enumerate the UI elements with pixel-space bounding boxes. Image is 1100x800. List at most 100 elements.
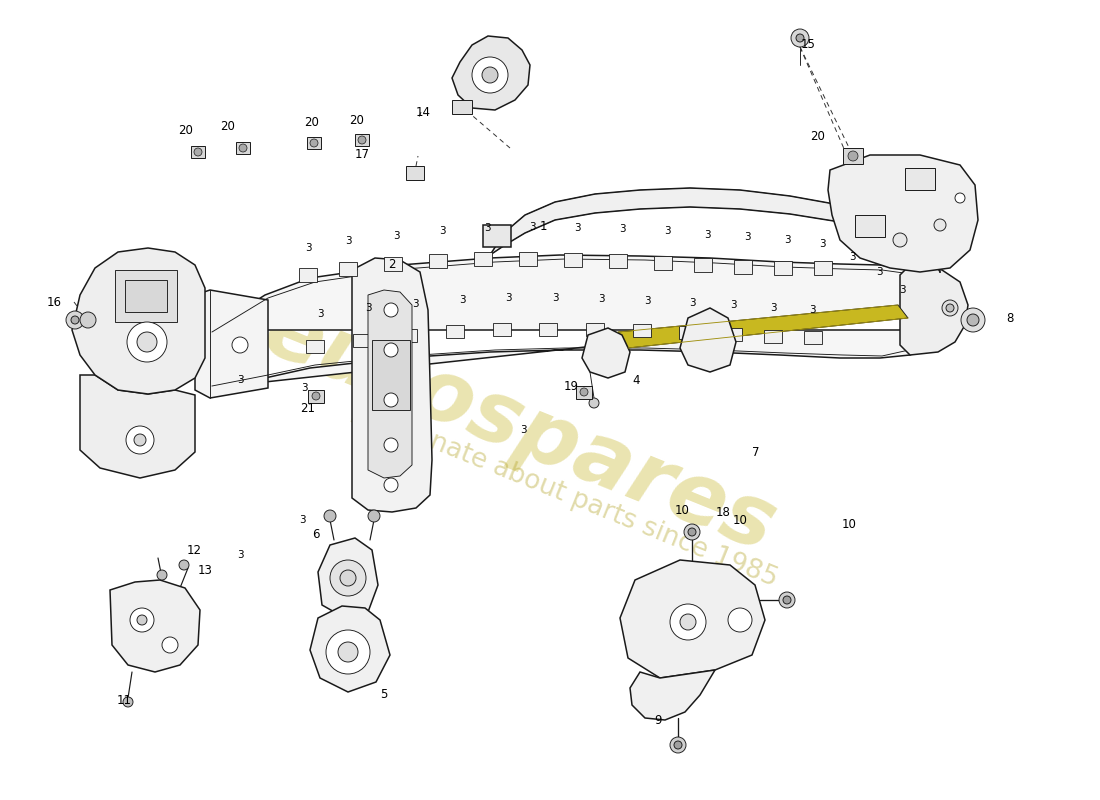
Bar [452, 100, 472, 114]
Text: 17: 17 [354, 149, 370, 162]
Bar [774, 261, 792, 275]
Text: passionate about parts since 1985: passionate about parts since 1985 [349, 398, 782, 593]
Text: 3: 3 [236, 375, 243, 385]
Circle shape [670, 737, 686, 753]
Bar [843, 148, 864, 164]
Circle shape [728, 608, 752, 632]
Text: 20: 20 [178, 123, 194, 137]
Bar [125, 280, 167, 312]
Polygon shape [452, 36, 530, 110]
Text: 3: 3 [552, 293, 559, 303]
Text: 3: 3 [439, 226, 446, 236]
Text: 3: 3 [393, 231, 399, 241]
Text: 3: 3 [484, 223, 491, 233]
Bar [609, 254, 627, 268]
Bar [299, 268, 317, 282]
Bar [236, 142, 250, 154]
Circle shape [946, 304, 954, 312]
Circle shape [796, 34, 804, 42]
Polygon shape [310, 606, 390, 692]
Text: 3: 3 [505, 293, 512, 303]
Bar [446, 325, 464, 338]
Circle shape [942, 300, 958, 316]
Bar [306, 340, 324, 353]
Bar [355, 134, 368, 146]
Bar [804, 331, 822, 344]
Polygon shape [680, 308, 736, 372]
Polygon shape [352, 258, 432, 512]
Circle shape [312, 392, 320, 400]
Circle shape [80, 312, 96, 328]
Circle shape [384, 478, 398, 492]
Text: 3: 3 [744, 232, 750, 242]
Text: 3: 3 [529, 222, 536, 232]
Circle shape [384, 343, 398, 357]
Bar [519, 252, 537, 266]
Bar [372, 340, 410, 410]
Text: 15: 15 [801, 38, 815, 51]
Circle shape [138, 332, 157, 352]
Bar [474, 252, 492, 266]
Polygon shape [618, 305, 908, 348]
Bar [399, 329, 417, 342]
Circle shape [670, 604, 706, 640]
Text: 10: 10 [674, 503, 690, 517]
Circle shape [783, 596, 791, 604]
Circle shape [126, 426, 154, 454]
Text: 4: 4 [632, 374, 640, 386]
Text: 3: 3 [783, 235, 790, 245]
Text: 3: 3 [597, 294, 604, 304]
Text: eurospares: eurospares [252, 290, 788, 570]
Text: 3: 3 [770, 303, 777, 313]
Polygon shape [110, 580, 200, 672]
Text: 3: 3 [818, 239, 825, 249]
Polygon shape [620, 560, 764, 678]
Circle shape [138, 615, 147, 625]
Polygon shape [490, 188, 940, 272]
Bar [679, 326, 697, 339]
Text: 6: 6 [312, 529, 320, 542]
Text: 21: 21 [300, 402, 316, 414]
Text: 8: 8 [1006, 311, 1014, 325]
Circle shape [326, 630, 370, 674]
Text: 20: 20 [350, 114, 364, 126]
Text: 3: 3 [729, 300, 736, 310]
Circle shape [194, 148, 202, 156]
Text: 7: 7 [752, 446, 760, 458]
Text: 19: 19 [563, 379, 579, 393]
Text: 3: 3 [305, 243, 311, 253]
Circle shape [967, 314, 979, 326]
Text: 20: 20 [221, 119, 235, 133]
Circle shape [324, 510, 336, 522]
Bar [339, 262, 358, 276]
Circle shape [66, 311, 84, 329]
Text: 1: 1 [539, 219, 547, 233]
Circle shape [126, 322, 167, 362]
Text: 9: 9 [654, 714, 662, 726]
Circle shape [688, 528, 696, 536]
Circle shape [232, 337, 248, 353]
Bar [308, 390, 324, 403]
Text: 13: 13 [198, 563, 212, 577]
Text: 3: 3 [899, 285, 905, 295]
Bar [384, 257, 402, 271]
Polygon shape [828, 155, 978, 272]
Circle shape [384, 393, 398, 407]
Text: 3: 3 [300, 383, 307, 393]
Text: 3: 3 [704, 230, 711, 240]
Text: 3: 3 [808, 305, 815, 315]
Text: 3: 3 [236, 550, 243, 560]
Bar [307, 137, 321, 149]
Circle shape [330, 560, 366, 596]
Text: 2: 2 [388, 258, 396, 271]
Text: 10: 10 [842, 518, 857, 530]
Text: 3: 3 [644, 296, 650, 306]
Circle shape [893, 233, 907, 247]
Text: 3: 3 [317, 309, 323, 319]
Circle shape [162, 637, 178, 653]
Circle shape [961, 308, 984, 332]
Circle shape [179, 560, 189, 570]
Circle shape [384, 303, 398, 317]
Circle shape [580, 388, 588, 396]
Polygon shape [72, 248, 205, 394]
